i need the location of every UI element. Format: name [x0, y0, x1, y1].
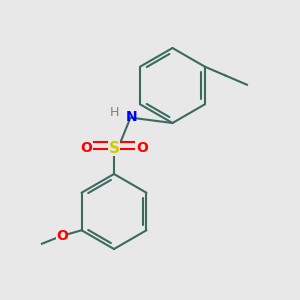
Text: O: O	[136, 142, 148, 155]
Text: O: O	[56, 229, 68, 243]
Text: H: H	[110, 106, 120, 119]
Text: N: N	[126, 110, 138, 124]
Text: S: S	[109, 141, 119, 156]
Text: O: O	[80, 142, 92, 155]
